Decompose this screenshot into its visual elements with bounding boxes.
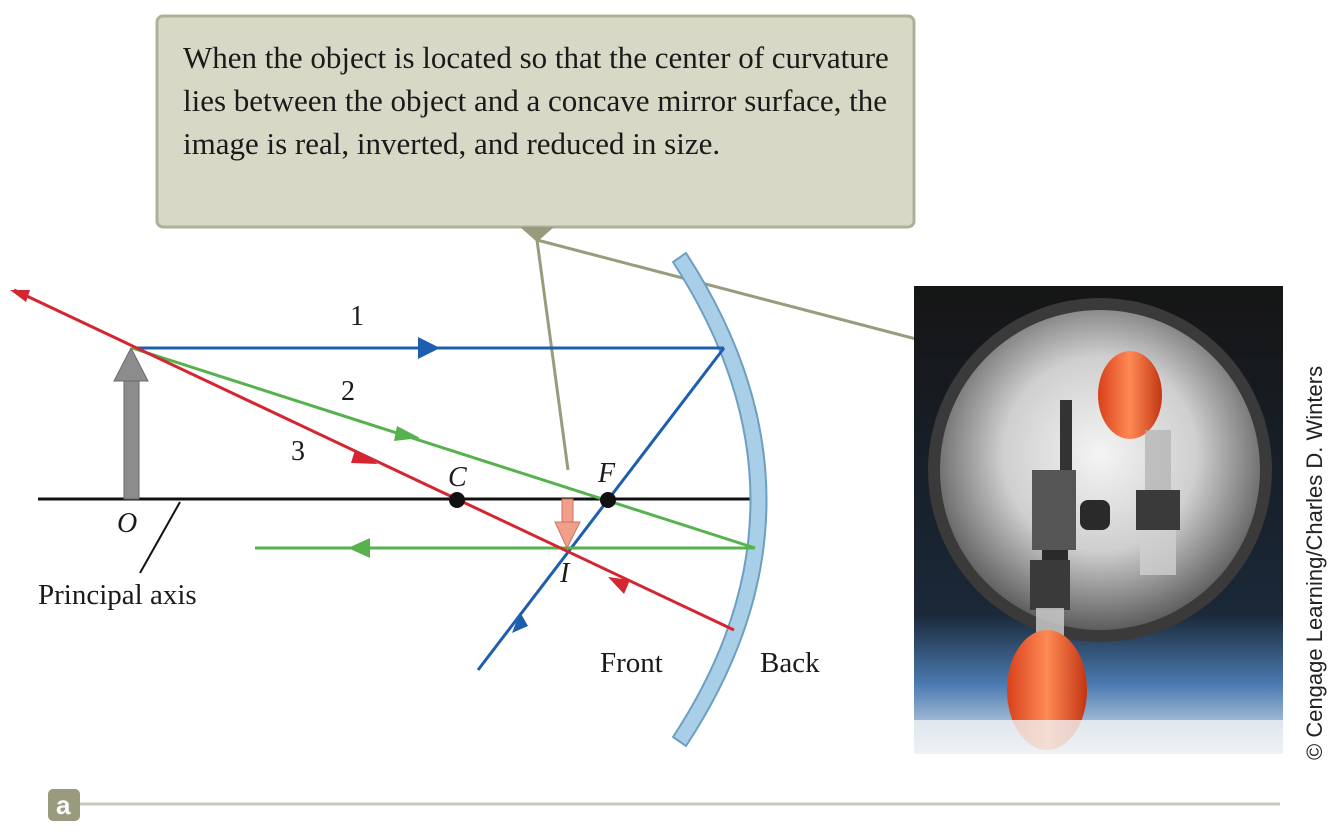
part-label-box — [48, 789, 80, 821]
photo-credit: © Cengage Learning/Charles D. Winters — [1302, 366, 1327, 760]
ray-3 — [10, 288, 735, 632]
image-label: I — [559, 558, 571, 589]
back-label: Back — [760, 647, 820, 679]
image-arrow — [554, 498, 581, 550]
concave-mirror — [671, 251, 768, 748]
ray-3-label: 3 — [291, 436, 305, 467]
focal-point — [600, 492, 616, 508]
center-label: C — [448, 462, 467, 493]
leader-to-image — [535, 239, 570, 471]
focal-label: F — [597, 458, 616, 489]
object-label: O — [117, 508, 137, 539]
callout-text: When the object is located so that the c… — [183, 40, 889, 161]
reflected-bottle — [1098, 351, 1162, 439]
center-point — [449, 492, 465, 508]
ray-1 — [132, 337, 726, 671]
part-label: a — [56, 790, 71, 820]
front-label: Front — [600, 647, 663, 679]
principal-axis-pointer — [139, 501, 181, 574]
ray-1-label: 1 — [350, 301, 364, 332]
ray-2-label: 2 — [341, 376, 355, 407]
mirror-photo — [914, 286, 1283, 754]
ray-2 — [131, 346, 756, 558]
principal-axis-label: Principal axis — [38, 579, 197, 611]
object-arrow — [113, 346, 149, 500]
callout-box — [155, 14, 916, 242]
